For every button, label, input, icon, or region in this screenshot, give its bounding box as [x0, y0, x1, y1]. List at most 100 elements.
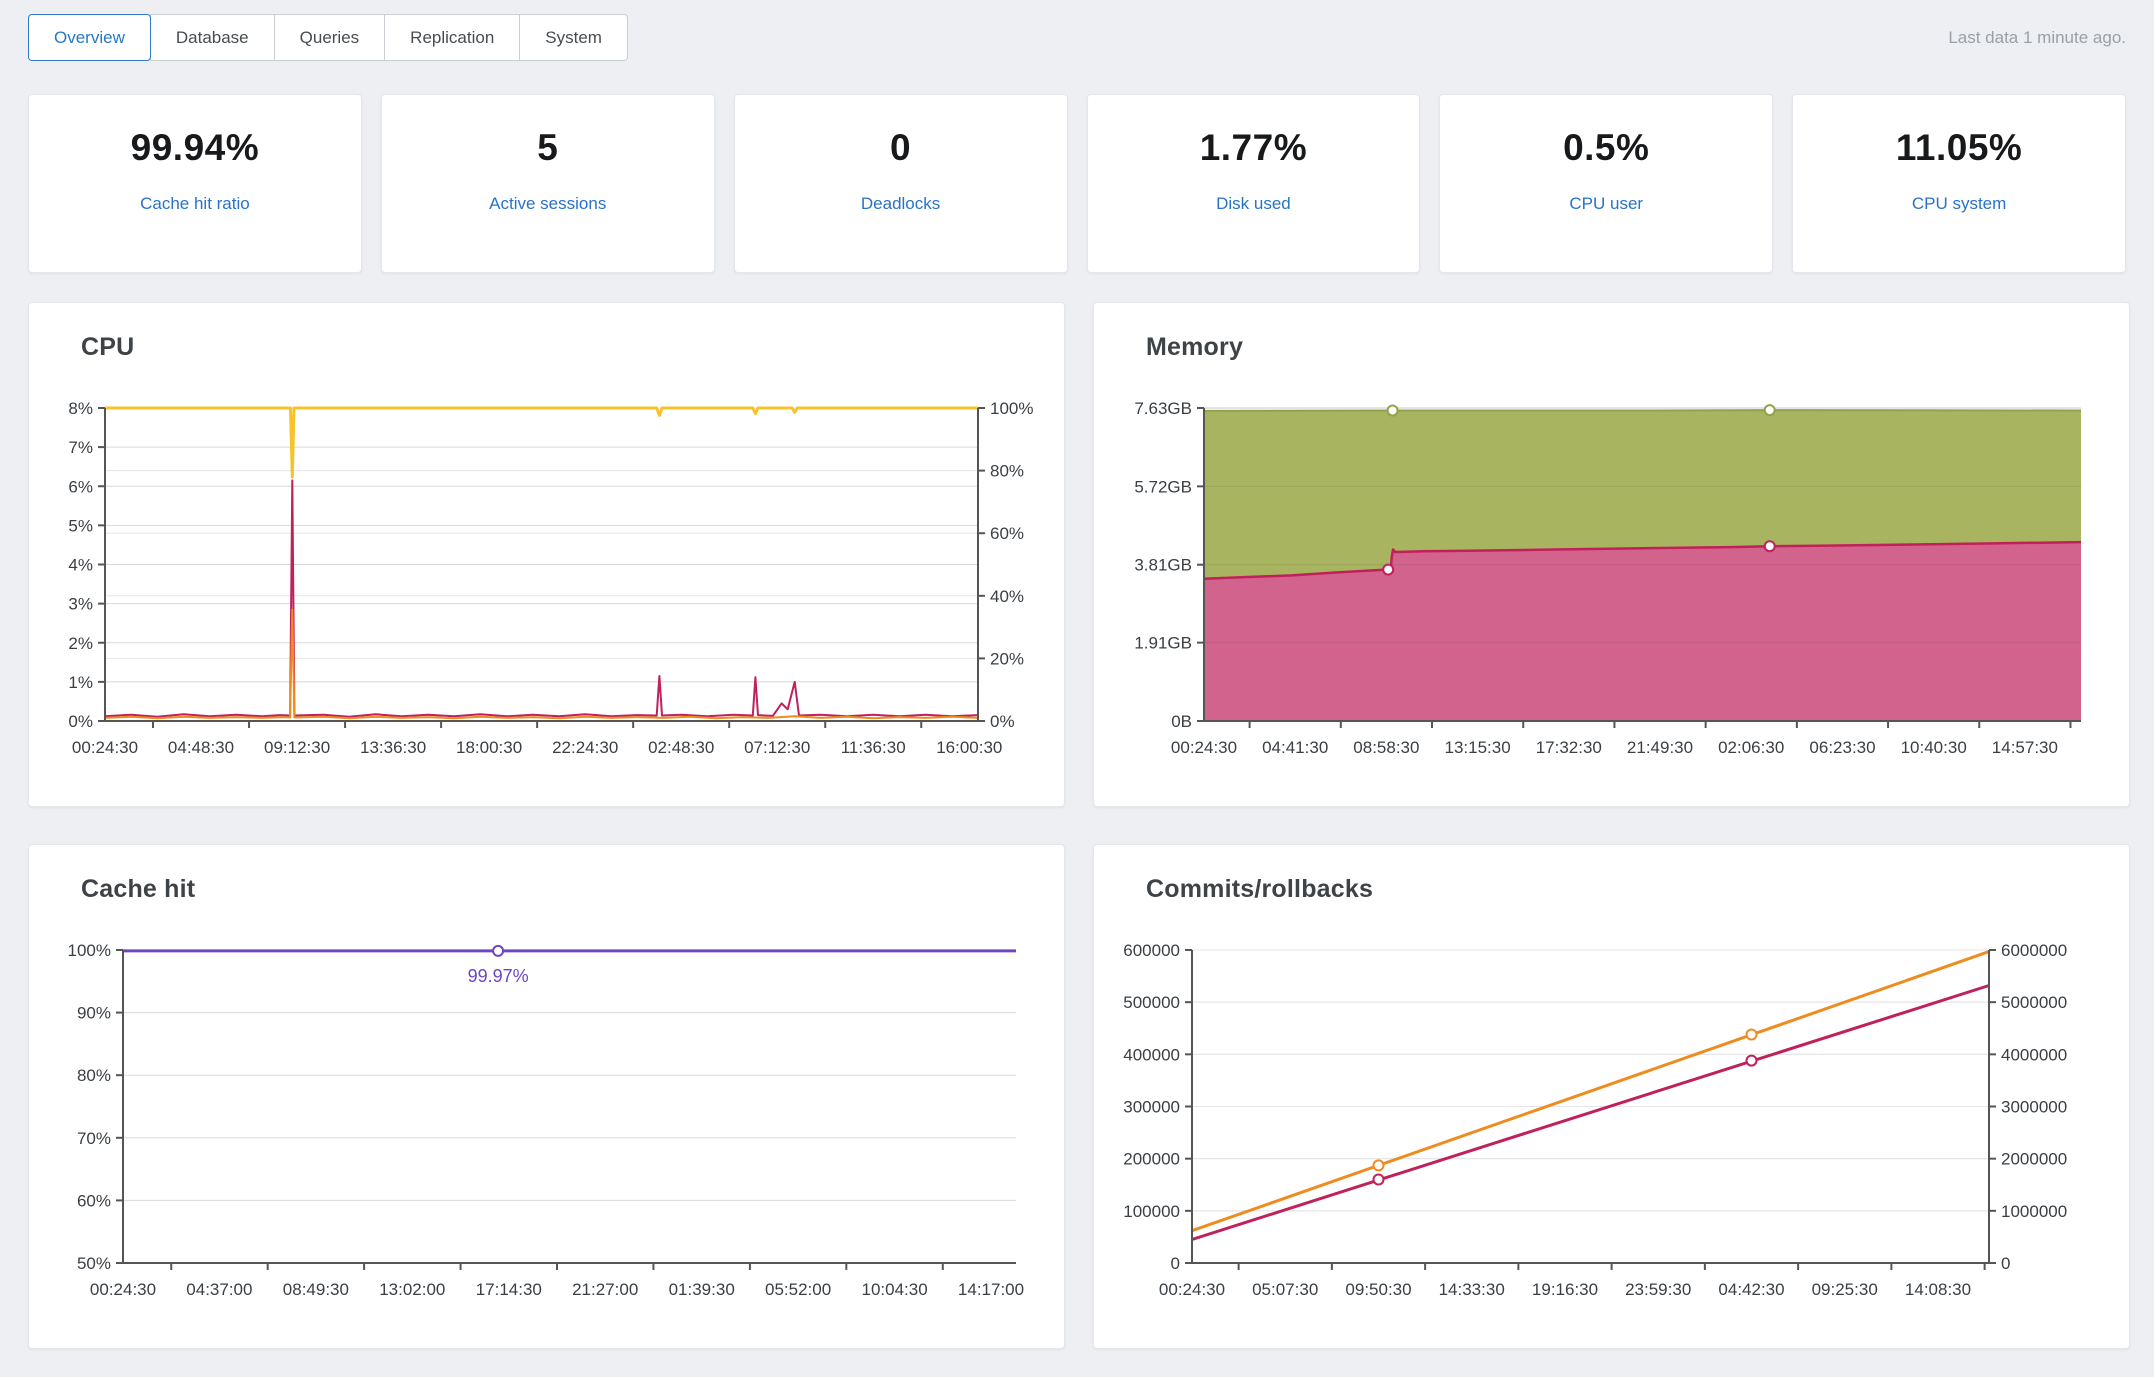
- svg-text:09:50:30: 09:50:30: [1345, 1280, 1411, 1299]
- tab-replication[interactable]: Replication: [384, 14, 521, 61]
- topbar: Overview Database Queries Replication System…: [28, 14, 2126, 61]
- svg-text:22:24:30: 22:24:30: [552, 738, 618, 757]
- stats-row: 99.94% Cache hit ratio 5 Active sessions 0 De…: [28, 94, 2126, 273]
- svg-text:04:48:30: 04:48:30: [168, 738, 234, 757]
- svg-text:600000: 600000: [1123, 941, 1180, 960]
- svg-text:200000: 200000: [1123, 1150, 1180, 1169]
- svg-text:23:59:30: 23:59:30: [1625, 1280, 1691, 1299]
- svg-text:5.72GB: 5.72GB: [1134, 477, 1192, 496]
- svg-text:90%: 90%: [77, 1004, 111, 1023]
- stat-card-active-sessions: 5 Active sessions: [380, 94, 715, 273]
- svg-text:0: 0: [2001, 1254, 2010, 1273]
- commits-rollbacks-chart[interactable]: 0100000200000300000400000500000600000010…: [1122, 940, 2101, 1315]
- svg-text:100000: 100000: [1123, 1202, 1180, 1221]
- svg-text:16:00:30: 16:00:30: [936, 738, 1002, 757]
- tab-overview[interactable]: Overview: [28, 14, 151, 61]
- svg-text:2000000: 2000000: [2001, 1150, 2067, 1169]
- svg-text:60%: 60%: [77, 1191, 111, 1210]
- svg-text:3.81GB: 3.81GB: [1134, 556, 1192, 575]
- svg-text:19:16:30: 19:16:30: [1532, 1280, 1598, 1299]
- tab-system[interactable]: System: [519, 14, 628, 61]
- svg-text:04:37:00: 04:37:00: [186, 1280, 252, 1299]
- svg-text:6%: 6%: [68, 477, 93, 496]
- svg-text:21:49:30: 21:49:30: [1627, 738, 1693, 757]
- svg-text:8%: 8%: [68, 399, 93, 418]
- svg-text:20%: 20%: [990, 649, 1024, 668]
- svg-text:80%: 80%: [990, 462, 1024, 481]
- stat-value-active-sessions: 5: [537, 127, 559, 168]
- svg-text:0B: 0B: [1171, 712, 1192, 731]
- svg-text:5000000: 5000000: [2001, 993, 2067, 1012]
- stat-card-disk-used: 1.77% Disk used: [1086, 94, 1421, 273]
- svg-text:80%: 80%: [77, 1066, 111, 1085]
- tab-queries[interactable]: Queries: [273, 14, 386, 61]
- svg-text:400000: 400000: [1123, 1045, 1180, 1064]
- memory-chart[interactable]: 0B 1.91GB 3.81GB 5.72GB 7.63GB 00:24:30 04:41:…: [1122, 398, 2101, 773]
- svg-text:10:04:30: 10:04:30: [862, 1280, 928, 1299]
- svg-text:100%: 100%: [990, 399, 1033, 418]
- svg-text:300000: 300000: [1123, 1098, 1180, 1117]
- tab-bar: Overview Database Queries Replication System: [28, 14, 628, 61]
- svg-text:13:02:00: 13:02:00: [379, 1280, 445, 1299]
- svg-text:3000000: 3000000: [2001, 1098, 2067, 1117]
- memory-chart-title: Memory: [1146, 333, 1244, 361]
- stat-value-cache-hit-ratio: 99.94%: [130, 127, 260, 168]
- svg-text:14:08:30: 14:08:30: [1905, 1280, 1971, 1299]
- svg-text:60%: 60%: [990, 524, 1024, 543]
- cpu-chart[interactable]: 0% 1% 2% 3% 4% 5% 6% 7% 8% 0% 20% 40% 60% 80% 100% 00:2…: [57, 398, 1036, 773]
- svg-text:05:07:30: 05:07:30: [1252, 1280, 1318, 1299]
- svg-text:18:00:30: 18:00:30: [456, 738, 522, 757]
- svg-text:06:23:30: 06:23:30: [1809, 738, 1875, 757]
- stat-value-disk-used: 1.77%: [1199, 127, 1308, 168]
- svg-text:05:52:00: 05:52:00: [765, 1280, 831, 1299]
- tab-database[interactable]: Database: [149, 14, 275, 61]
- svg-text:01:39:30: 01:39:30: [669, 1280, 735, 1299]
- svg-text:0: 0: [1171, 1254, 1180, 1273]
- stat-card-cpu-user: 0.5% CPU user: [1439, 94, 1774, 273]
- svg-text:500000: 500000: [1123, 993, 1180, 1012]
- svg-text:2%: 2%: [68, 634, 93, 653]
- stat-value-cpu-user: 0.5%: [1563, 127, 1650, 168]
- svg-text:70%: 70%: [77, 1129, 111, 1148]
- svg-text:0%: 0%: [68, 712, 93, 731]
- stat-card-cache-hit-ratio: 99.94% Cache hit ratio: [28, 94, 362, 273]
- stat-value-deadlocks: 0: [890, 127, 912, 168]
- svg-text:10:40:30: 10:40:30: [1901, 738, 1967, 757]
- stat-value-cpu-system: 11.05%: [1895, 127, 2023, 168]
- cpu-chart-title: CPU: [81, 333, 135, 361]
- svg-text:00:24:30: 00:24:30: [72, 738, 138, 757]
- svg-text:08:58:30: 08:58:30: [1353, 738, 1419, 757]
- svg-text:00:24:30: 00:24:30: [1159, 1280, 1225, 1299]
- stat-label-cpu-system[interactable]: CPU system: [1911, 194, 2007, 213]
- stat-label-deadlocks[interactable]: Deadlocks: [860, 194, 941, 213]
- commits-rollbacks-chart-title: Commits/rollbacks: [1146, 875, 1374, 903]
- svg-text:14:57:30: 14:57:30: [1992, 738, 2058, 757]
- svg-text:02:06:30: 02:06:30: [1718, 738, 1784, 757]
- svg-text:21:27:00: 21:27:00: [572, 1280, 638, 1299]
- svg-text:1.91GB: 1.91GB: [1134, 634, 1192, 653]
- svg-text:17:32:30: 17:32:30: [1536, 738, 1602, 757]
- svg-text:4000000: 4000000: [2001, 1045, 2067, 1064]
- last-data-status: Last data 1 minute ago.: [1948, 27, 2126, 47]
- svg-text:3%: 3%: [68, 595, 93, 614]
- svg-text:7.63GB: 7.63GB: [1134, 399, 1192, 418]
- stat-card-cpu-system: 11.05% CPU system: [1792, 94, 2126, 273]
- svg-text:13:36:30: 13:36:30: [360, 738, 426, 757]
- cache-hit-chart-card: Cache hit 50% 60% 70% 80% 90% 100% 00:24:30 04:…: [28, 844, 1065, 1349]
- svg-text:08:49:30: 08:49:30: [283, 1280, 349, 1299]
- charts-grid: CPU 0% 1% 2% 3% 4% 5% 6% 7% 8% 0% 20% 40% 60% 80% 100%…: [28, 302, 2130, 1349]
- stat-label-cpu-user[interactable]: CPU user: [1569, 194, 1644, 213]
- svg-text:00:24:30: 00:24:30: [1171, 738, 1237, 757]
- memory-chart-card: Memory 0B 1.91GB 3.81GB 5.72GB 7.63GB 00:24:3…: [1093, 302, 2130, 807]
- svg-text:02:48:30: 02:48:30: [648, 738, 714, 757]
- stat-label-active-sessions[interactable]: Active sessions: [489, 194, 607, 213]
- svg-text:6000000: 6000000: [2001, 941, 2067, 960]
- stat-label-cache-hit-ratio[interactable]: Cache hit ratio: [140, 194, 250, 213]
- svg-text:13:15:30: 13:15:30: [1445, 738, 1511, 757]
- svg-text:11:36:30: 11:36:30: [841, 738, 906, 757]
- cache-hit-chart[interactable]: 50% 60% 70% 80% 90% 100% 00:24:30 04:37:00 08:49…: [57, 940, 1036, 1315]
- stat-label-disk-used[interactable]: Disk used: [1216, 194, 1291, 213]
- svg-text:0%: 0%: [990, 712, 1015, 731]
- svg-text:99.97%: 99.97%: [468, 966, 529, 986]
